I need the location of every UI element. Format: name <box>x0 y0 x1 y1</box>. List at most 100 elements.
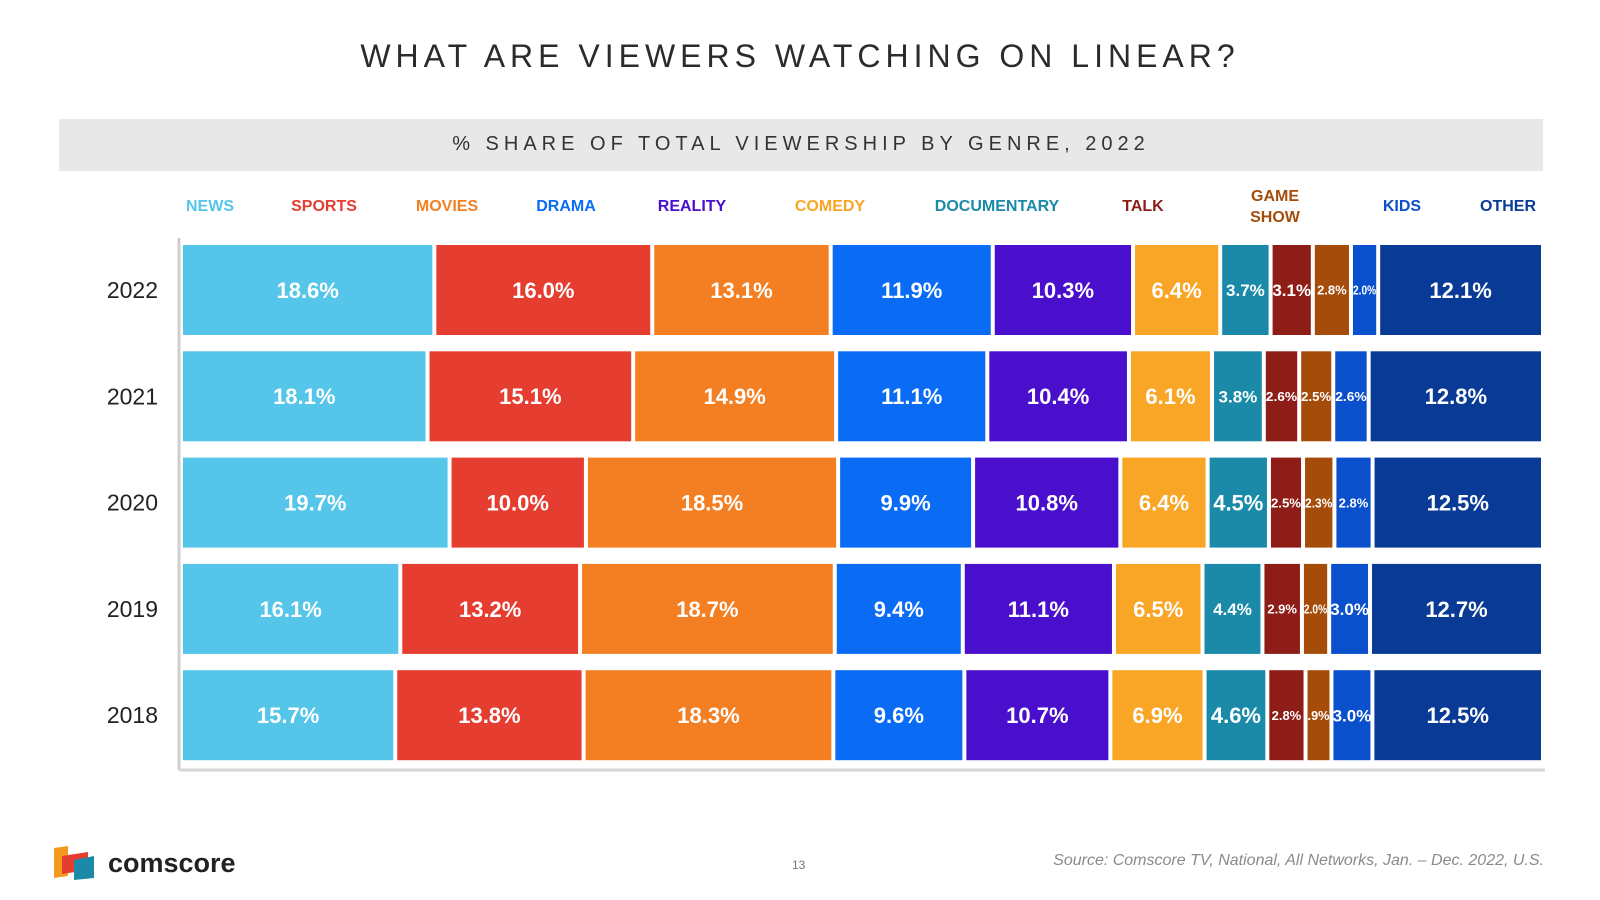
data-label: 6.5% <box>1133 597 1183 622</box>
data-label: 2.6% <box>1266 389 1298 404</box>
data-label: 9.4% <box>874 597 924 622</box>
data-label: 2.6% <box>1335 389 1367 404</box>
data-label: 3.8% <box>1219 387 1258 406</box>
bar-segment <box>1135 245 1219 335</box>
data-label: 16.0% <box>512 278 574 303</box>
data-label: 2.3% <box>1305 495 1333 510</box>
data-label: 18.1% <box>273 384 335 409</box>
data-label: 2.8% <box>1339 495 1369 510</box>
bar-segment <box>1265 351 1298 442</box>
bar-segment <box>582 563 833 654</box>
data-label: 6.4% <box>1152 278 1202 303</box>
data-label: 3.0% <box>1333 706 1372 725</box>
data-label: 2.5% <box>1271 495 1302 510</box>
bar-segment <box>183 670 394 761</box>
data-label: 19.7% <box>284 491 346 516</box>
row-label: 2018 <box>107 702 158 728</box>
bar-segment <box>183 245 433 335</box>
bar-segment <box>1301 351 1332 442</box>
page-title: WHAT ARE VIEWERS WATCHING ON LINEAR? <box>360 38 1240 74</box>
data-label: 6.9% <box>1132 703 1182 728</box>
bar-segment <box>1352 245 1377 335</box>
data-label: 10.0% <box>487 491 549 516</box>
bar-segment <box>436 245 651 335</box>
chart-subtitle: % SHARE OF TOTAL VIEWERSHIP BY GENRE, 20… <box>452 133 1150 155</box>
data-label: 2.0% <box>1353 283 1377 298</box>
legend-label-talk: TALK <box>1122 198 1164 215</box>
bar-segment <box>836 563 961 654</box>
data-label: 10.4% <box>1027 384 1089 409</box>
bar-segment <box>1112 670 1203 761</box>
bar-segment <box>402 563 579 654</box>
data-label: 3.1% <box>1272 281 1311 300</box>
bar-segment <box>1380 245 1541 335</box>
bar-segment <box>183 457 448 548</box>
data-label: 3.0% <box>1330 600 1369 619</box>
data-label: 2.0% <box>1304 602 1328 617</box>
bar-segment <box>1269 670 1304 761</box>
data-label: 18.5% <box>681 491 743 516</box>
legend-label-movies: MOVIES <box>416 198 479 215</box>
source-note: Source: Comscore TV, National, All Netwo… <box>1053 852 1544 869</box>
row-label: 2019 <box>107 596 158 622</box>
data-label: 15.1% <box>499 384 561 409</box>
legend-label-comedy: COMEDY <box>795 198 866 215</box>
data-label: 3.7% <box>1226 281 1265 300</box>
data-label: 13.1% <box>710 278 772 303</box>
data-label: 12.7% <box>1425 597 1487 622</box>
data-label: 18.3% <box>677 703 739 728</box>
data-label: 14.9% <box>703 384 765 409</box>
data-label: 13.8% <box>458 703 520 728</box>
legend-label-game-show: SHOW <box>1250 209 1301 226</box>
bar-segment <box>1206 670 1266 761</box>
bar-segment <box>840 457 972 548</box>
data-label: 12.5% <box>1427 491 1489 516</box>
data-label: 9.9% <box>881 491 931 516</box>
bar-segment <box>838 351 986 442</box>
data-label: 2.8% <box>1317 283 1347 298</box>
data-label: 4.4% <box>1213 600 1252 619</box>
data-label: 13.2% <box>459 597 521 622</box>
bar-segment <box>994 245 1132 335</box>
bar-segment <box>1209 457 1267 548</box>
bar-segment <box>587 457 837 548</box>
brand-name: comscore <box>108 848 236 878</box>
bar-segment <box>1333 670 1371 761</box>
bar-segment <box>1314 245 1349 335</box>
bar-segment <box>1264 563 1300 654</box>
bar-segment <box>635 351 835 442</box>
bar-segment <box>832 245 991 335</box>
data-label: 2.8% <box>1272 708 1302 723</box>
legend-label-reality: REALITY <box>658 198 727 215</box>
bar-segment <box>397 670 582 761</box>
row-label: 2022 <box>107 277 158 303</box>
bar-segment <box>989 351 1127 442</box>
row-label: 2020 <box>107 490 158 516</box>
legend-label-drama: DRAMA <box>536 198 596 215</box>
bar-segment <box>1374 670 1541 761</box>
data-label: 4.6% <box>1211 703 1261 728</box>
bar-segment <box>966 670 1109 761</box>
bar-segment <box>451 457 584 548</box>
data-label: 18.7% <box>676 597 738 622</box>
legend-label-news: NEWS <box>186 198 234 215</box>
bar-segment <box>1222 245 1269 335</box>
data-label: 11.1% <box>881 384 942 409</box>
page-number: 13 <box>792 858 806 872</box>
subtitle-band: % SHARE OF TOTAL VIEWERSHIP BY GENRE, 20… <box>59 119 1543 171</box>
data-label: 12.1% <box>1429 278 1491 303</box>
bar-segment <box>429 351 632 442</box>
data-label: 10.3% <box>1032 278 1094 303</box>
legend-label-other: OTHER <box>1480 198 1536 215</box>
data-label: 10.7% <box>1006 703 1068 728</box>
legend-label-game-show: GAME <box>1251 188 1299 205</box>
bar-segment <box>1336 457 1371 548</box>
bar-segment <box>1331 563 1369 654</box>
bar-segment <box>1122 457 1206 548</box>
data-label: 11.9% <box>881 278 942 303</box>
data-label: 12.5% <box>1427 703 1489 728</box>
data-label: 4.5% <box>1213 491 1263 516</box>
bar-segment <box>183 351 426 442</box>
bar-segment <box>835 670 963 761</box>
